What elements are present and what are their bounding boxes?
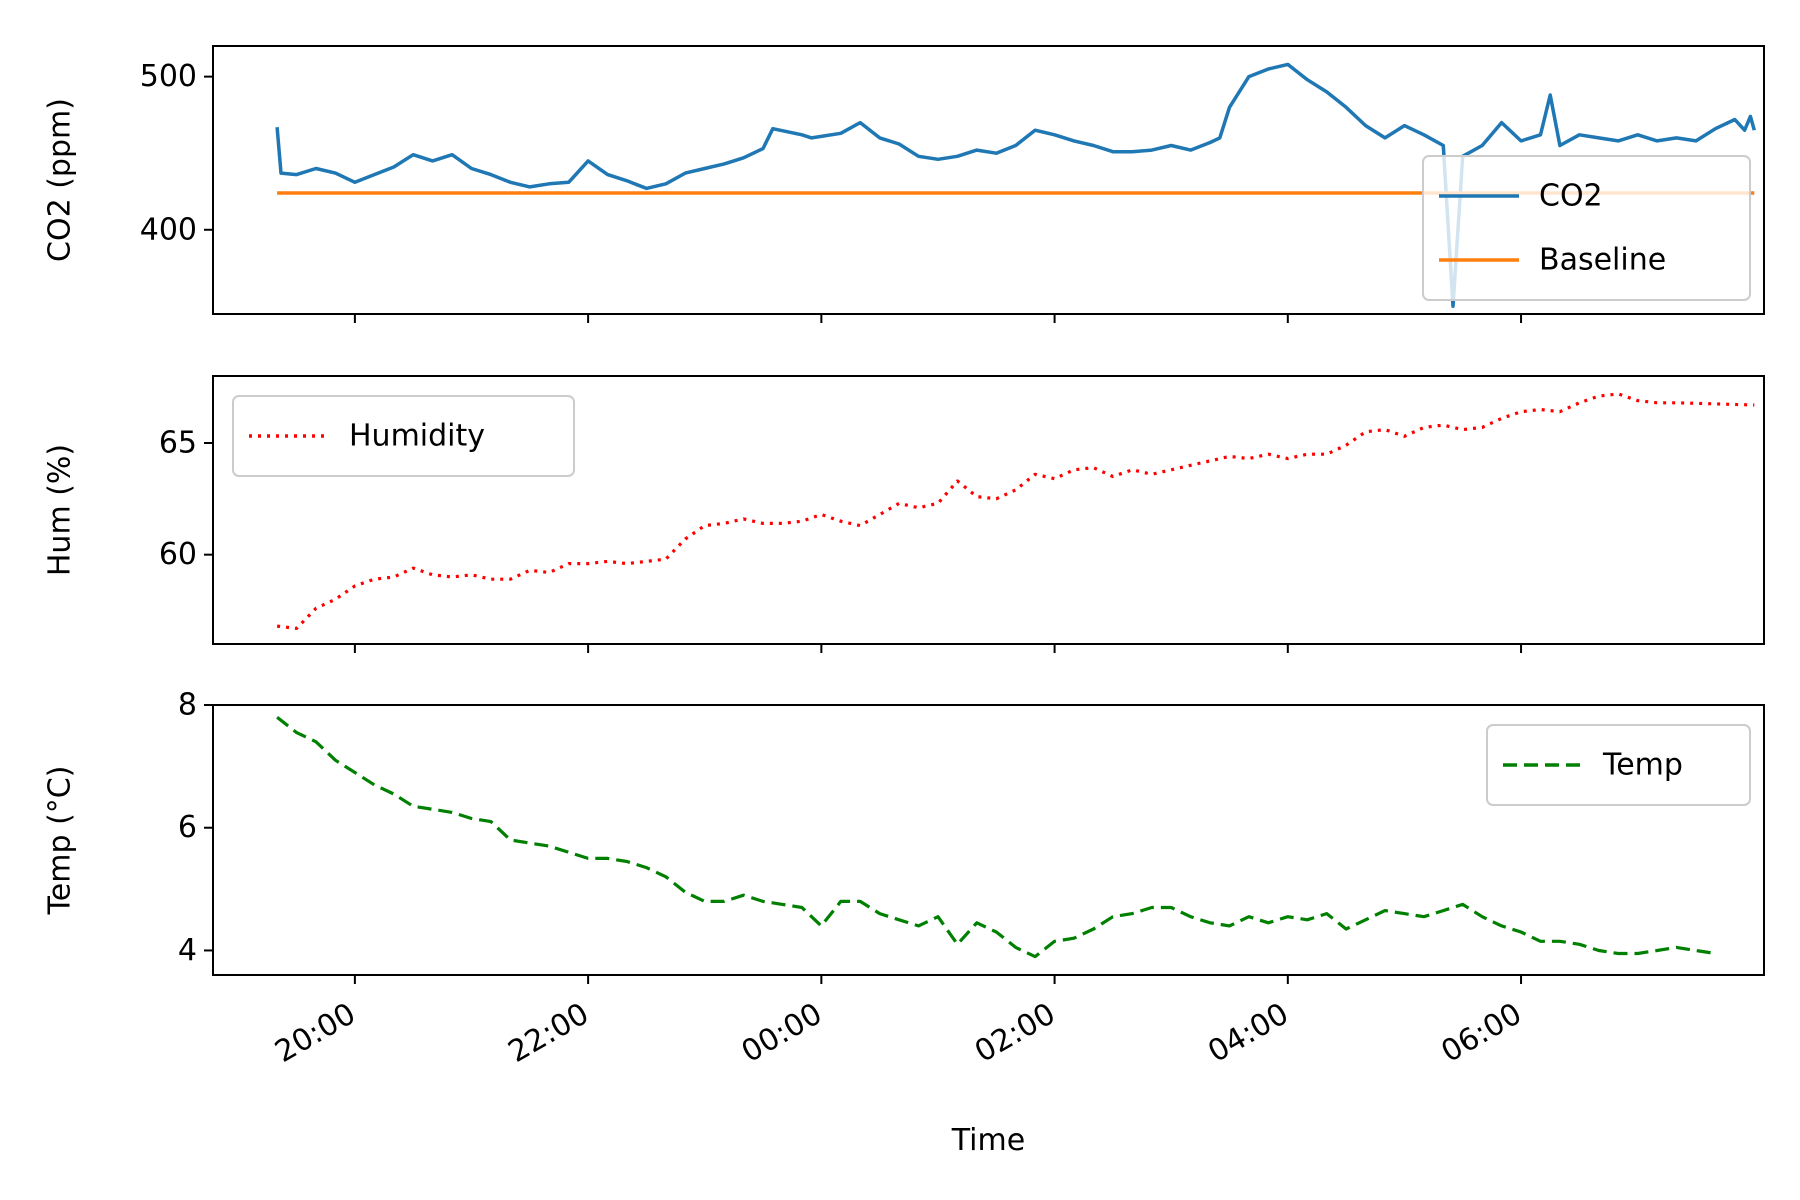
legend-box: [232, 395, 575, 477]
y-axis-label: CO2 (ppm): [43, 98, 78, 262]
x-tick-label: 20:00: [269, 996, 361, 1070]
y-tick-label: 4: [178, 933, 197, 968]
x-tick-label: 04:00: [1202, 996, 1294, 1070]
legend-label-baseline: Baseline: [1539, 243, 1666, 278]
y-tick-label: 6: [178, 810, 197, 845]
legend: Humidity: [232, 395, 575, 477]
series-line-temp: [276, 716, 1716, 959]
legend-label-temp: Temp: [1602, 748, 1683, 783]
legend-box: [1486, 724, 1751, 806]
legend-box: [1422, 155, 1751, 301]
x-axis-label: Time: [951, 1123, 1025, 1158]
panel-hum: 60 65 Hum (%) Humidity: [43, 375, 1765, 653]
x-tick-label: 00:00: [736, 996, 828, 1070]
axes-frame: [212, 45, 1765, 315]
y-tick-label: 60: [159, 537, 197, 572]
panel-temp-c: 4 6 8 20:00 22:00 00:00 02:00 04:00 06:00 Temp (°…: [43, 688, 1765, 1158]
y-axis-label: Hum (%): [43, 444, 78, 576]
y-axis-label: Temp (°C): [43, 766, 78, 916]
x-tick-label: 06:00: [1435, 996, 1527, 1070]
legend: CO2 Baseline: [1422, 155, 1751, 301]
axes-frame: [212, 704, 1765, 976]
legend: Temp: [1486, 724, 1751, 806]
x-tick-label: 22:00: [503, 996, 595, 1070]
y-tick-label: 500: [140, 59, 197, 94]
axes-frame: [212, 375, 1765, 645]
y-tick-label: 400: [140, 212, 197, 247]
y-tick-label: 65: [159, 426, 197, 461]
legend-label-co2: CO2: [1539, 179, 1603, 214]
y-tick-label: 8: [178, 688, 197, 723]
panel-co2-ppm: 400 500 CO2 (ppm) CO2 Baseline: [43, 45, 1765, 323]
series-line-co2: [275, 62, 1756, 309]
legend-label-humidity: Humidity: [349, 419, 485, 454]
x-tick-label: 02:00: [969, 996, 1061, 1070]
